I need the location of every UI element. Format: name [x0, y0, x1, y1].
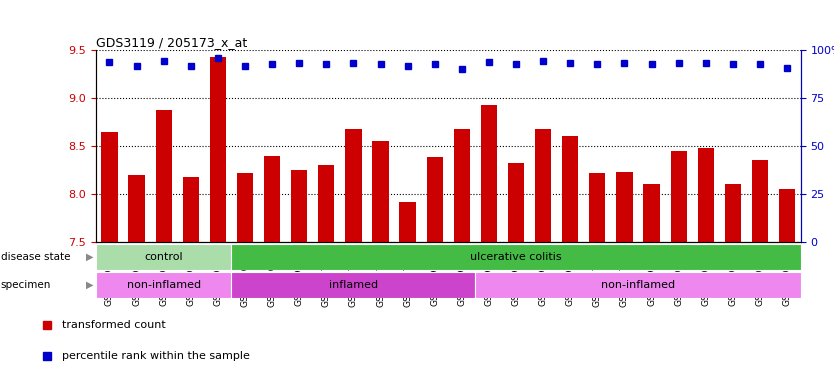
Text: control: control [144, 252, 183, 262]
Bar [372, 141, 389, 242]
Bar [237, 173, 254, 242]
Bar [616, 172, 633, 242]
Bar [589, 173, 605, 242]
Bar [475, 272, 801, 298]
Text: non-inflamed: non-inflamed [601, 280, 675, 290]
Text: transformed count: transformed count [62, 320, 165, 330]
Bar [345, 129, 361, 242]
Text: disease state: disease state [1, 252, 70, 262]
Bar [480, 105, 497, 242]
Bar [399, 202, 415, 242]
Text: inflamed: inflamed [329, 280, 378, 290]
Bar [319, 165, 334, 242]
Text: ▶: ▶ [86, 280, 93, 290]
Bar [102, 132, 118, 242]
Bar [128, 175, 145, 242]
Text: ulcerative colitis: ulcerative colitis [470, 252, 562, 262]
Text: ▶: ▶ [86, 252, 93, 262]
Bar [697, 148, 714, 242]
Bar [535, 129, 551, 242]
Bar [779, 189, 796, 242]
Bar [562, 136, 579, 242]
Bar [644, 184, 660, 242]
Text: percentile rank within the sample: percentile rank within the sample [62, 351, 249, 361]
Bar [264, 156, 280, 242]
Bar [232, 244, 801, 270]
Bar [291, 170, 307, 242]
Bar [725, 184, 741, 242]
Bar [752, 161, 768, 242]
Bar [232, 272, 475, 298]
Bar [426, 157, 443, 242]
Bar [155, 111, 172, 242]
Bar [96, 272, 232, 298]
Text: specimen: specimen [1, 280, 51, 290]
Text: non-inflamed: non-inflamed [127, 280, 201, 290]
Bar [454, 129, 470, 242]
Bar [671, 151, 687, 242]
Bar [183, 177, 199, 242]
Text: GDS3119 / 205173_x_at: GDS3119 / 205173_x_at [96, 36, 247, 49]
Bar [508, 163, 525, 242]
Bar [210, 57, 226, 242]
Bar [96, 244, 232, 270]
